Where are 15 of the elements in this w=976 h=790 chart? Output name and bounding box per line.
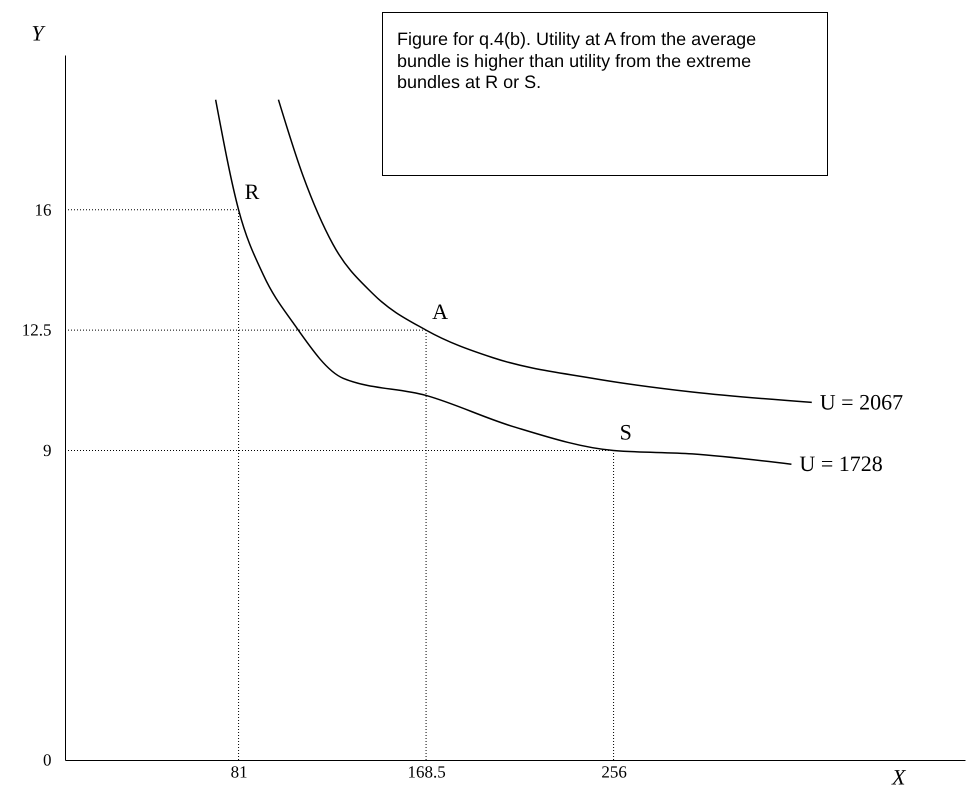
x-tick-label: 256: [601, 762, 627, 782]
x-tick-label: 168.5: [407, 762, 446, 782]
note-box: Figure for q.4(b). Utility at A from the average bundle is higher than utility from the extreme bundles at R or S.: [382, 12, 828, 176]
x-tick-label: 81: [230, 762, 248, 782]
annotation: S: [620, 419, 632, 444]
annotation: R: [244, 178, 260, 204]
annotation: A: [432, 299, 448, 324]
series-label: U = 2067: [820, 389, 904, 414]
y-tick-label: 9: [43, 440, 52, 460]
y-tick-label: 12.5: [22, 320, 52, 340]
y-tick-label: 16: [34, 200, 52, 220]
x-axis-title: X: [891, 764, 908, 790]
y-tick-label: 0: [43, 750, 52, 770]
y-axis-title: Y: [31, 20, 46, 46]
series-label: U = 1728: [799, 451, 883, 476]
